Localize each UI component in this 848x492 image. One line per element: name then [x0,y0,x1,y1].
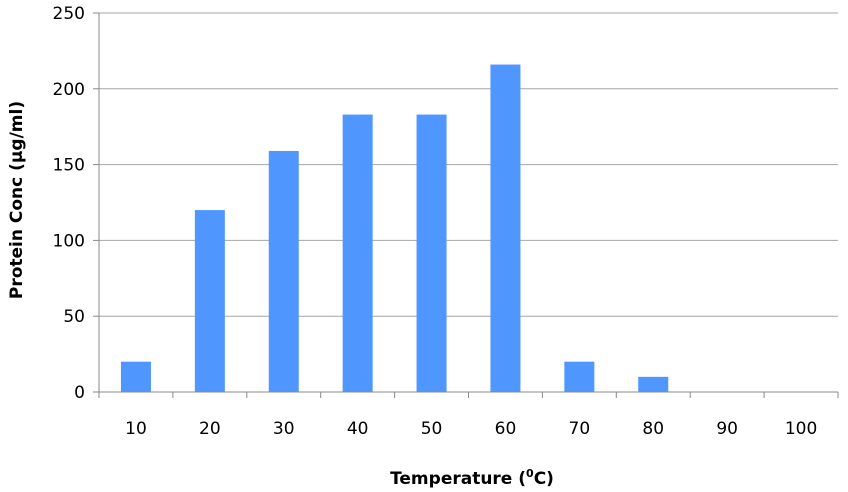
x-tick-label-50: 50 [421,419,443,439]
x-tick-label-30: 30 [273,419,295,439]
x-axis-title-unit: C) [534,469,554,489]
x-tick-label-80: 80 [642,419,664,439]
bar-60 [490,64,521,392]
x-tick-label-10: 10 [125,419,147,439]
y-tick-label-0: 0 [74,383,85,403]
x-axis-title-main: Temperature ( [390,469,526,489]
y-tick-label-200: 200 [53,80,85,100]
y-tick-label-150: 150 [53,156,85,176]
x-tick-label-90: 90 [716,419,738,439]
y-tick-label-50: 50 [63,307,85,327]
bar-20 [194,210,225,392]
x-tick-label-100: 100 [785,419,817,439]
y-axis-title: Protein Conc (µg/ml) [7,101,27,299]
x-axis-title-superscript: 0 [526,467,534,480]
x-axis-title: Temperature (0C) [390,467,554,489]
y-tick-label-250: 250 [53,4,85,24]
bar-50 [416,114,447,393]
y-tick-labels: 0 50 100 150 200 250 [53,4,85,403]
x-tick-label-70: 70 [569,419,591,439]
x-tick-label-60: 60 [495,419,517,439]
axes [98,13,839,398]
bar-40 [342,114,373,393]
bar-30 [268,150,299,392]
bars [120,64,669,393]
x-tick-label-40: 40 [347,419,369,439]
bar-70 [564,361,595,392]
bar-10 [120,361,151,392]
y-tick-label-100: 100 [53,231,85,251]
x-tick-labels: 10 20 30 40 50 60 70 80 90 100 [125,419,817,439]
x-tick-label-20: 20 [199,419,221,439]
bar-80 [638,376,669,392]
